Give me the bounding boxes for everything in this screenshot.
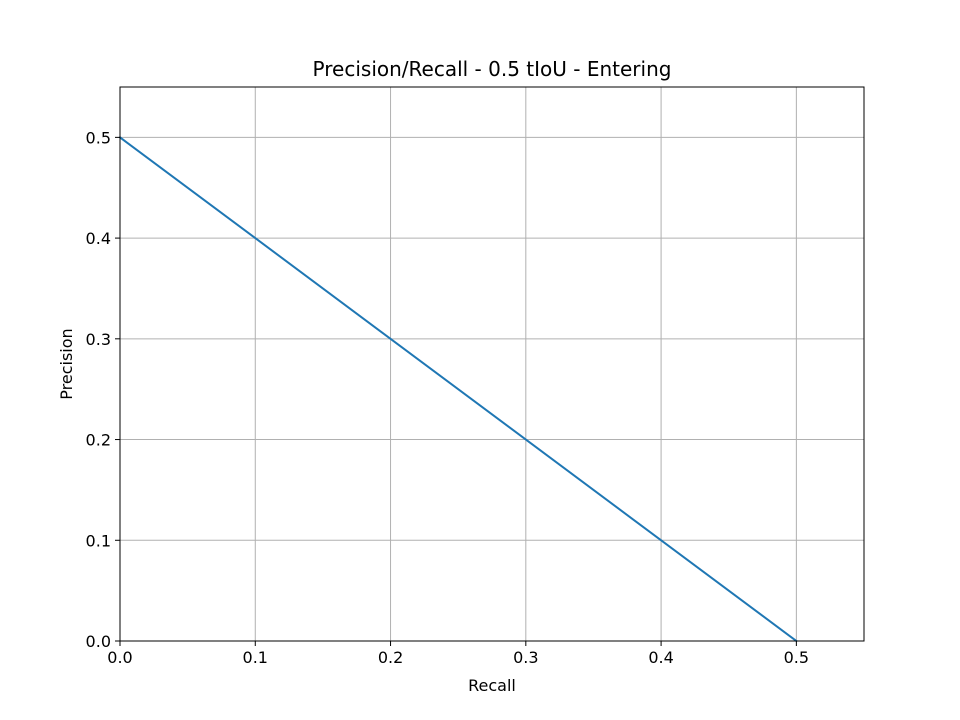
x-tick-label: 0.3	[513, 648, 538, 667]
y-tick-label: 0.0	[86, 632, 111, 651]
y-tick-label: 0.4	[86, 229, 111, 248]
chart-title: Precision/Recall - 0.5 tIoU - Entering	[313, 57, 672, 81]
y-axis: 0.0 0.1 0.2 0.3 0.4 0.5	[86, 128, 120, 651]
x-tick-label: 0.2	[378, 648, 403, 667]
y-axis-label: Precision	[57, 328, 76, 399]
x-tick-label: 0.1	[243, 648, 268, 667]
x-axis: 0.0 0.1 0.2 0.3 0.4 0.5	[107, 641, 809, 667]
y-tick-label: 0.3	[86, 330, 111, 349]
series-layer	[118, 135, 798, 643]
x-tick-label: 0.0	[107, 648, 132, 667]
x-tick-label: 0.4	[648, 648, 673, 667]
grid	[119, 87, 864, 642]
series-line	[118, 135, 798, 643]
y-tick-label: 0.2	[86, 431, 111, 450]
y-tick-label: 0.5	[86, 128, 111, 147]
x-tick-label: 0.5	[784, 648, 809, 667]
y-tick-label: 0.1	[86, 531, 111, 550]
x-axis-label: Recall	[468, 676, 516, 695]
plot-area-frame	[119, 86, 865, 642]
